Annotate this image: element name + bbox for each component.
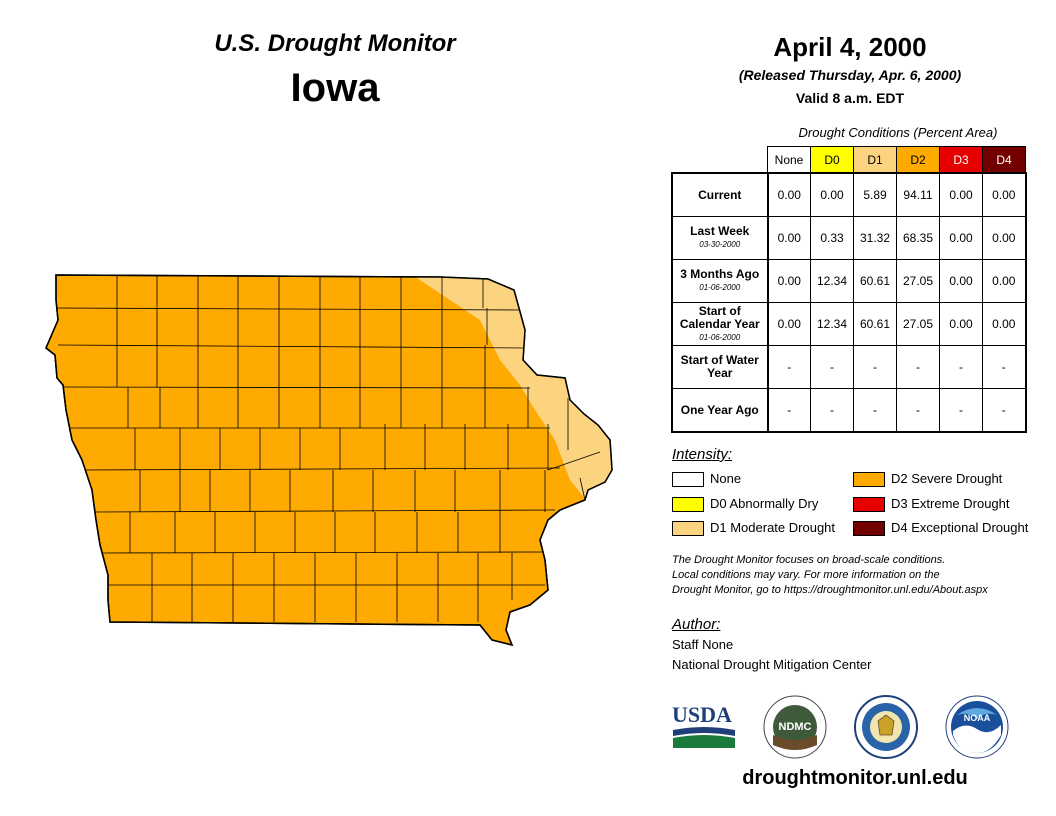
cell-value: 27.05 — [896, 259, 940, 303]
cell-value: - — [939, 388, 983, 433]
cell-value: - — [853, 345, 897, 389]
cell-value: 0.00 — [982, 216, 1027, 260]
col-header-d4: D4 — [982, 146, 1026, 174]
legend-swatch — [853, 472, 885, 488]
ndmc-logo: NDMC — [763, 695, 827, 759]
legend-swatch — [672, 497, 704, 513]
cell-value: 0.00 — [939, 172, 983, 217]
cell-value: 5.89 — [853, 172, 897, 217]
legend-item-d2: D2 Severe Drought — [853, 470, 1002, 488]
cell-value: 31.32 — [853, 216, 897, 260]
disclaimer: The Drought Monitor focuses on broad-sca… — [672, 554, 988, 596]
cell-value: 0.00 — [939, 302, 983, 346]
row-label: 3 Months Ago 01-06-2000 — [671, 259, 769, 303]
table-header-blank — [672, 147, 768, 174]
cell-value: 0.00 — [982, 259, 1027, 303]
svg-text:USDA: USDA — [672, 702, 732, 727]
legend-swatch — [672, 521, 704, 537]
author-name: Staff None — [672, 637, 734, 652]
row-label: Start of Water Year — [671, 345, 769, 389]
legend-title: Intensity: — [672, 446, 733, 463]
cell-value: 94.11 — [896, 172, 940, 217]
table-row-start-calendar-year: Start of Calendar Year 01-06-2000 0.00 12… — [671, 302, 1027, 346]
col-header-none: None — [767, 146, 811, 174]
table-header-row: None D0 D1 D2 D3 D4 — [672, 146, 1026, 174]
cell-value: 0.00 — [810, 172, 854, 217]
legend-item-d0: D0 Abnormally Dry — [672, 495, 818, 513]
row-label: Current — [671, 172, 769, 217]
cell-value: 60.61 — [853, 302, 897, 346]
author-title: Author: — [672, 616, 721, 633]
row-label: Last Week 03-30-2000 — [671, 216, 769, 260]
col-header-d1: D1 — [853, 146, 897, 174]
cell-value: 0.00 — [767, 302, 811, 346]
cell-value: 27.05 — [896, 302, 940, 346]
cell-value: 60.61 — [853, 259, 897, 303]
state-title: Iowa — [290, 66, 380, 110]
cell-value: - — [982, 345, 1027, 389]
website-link[interactable]: droughtmonitor.unl.edu — [742, 767, 968, 789]
col-header-d2: D2 — [896, 146, 940, 174]
col-header-d3: D3 — [939, 146, 983, 174]
legend-item-d4: D4 Exceptional Drought — [853, 519, 1028, 537]
legend-item-d3: D3 Extreme Drought — [853, 495, 1010, 513]
cell-value: 0.33 — [810, 216, 854, 260]
cell-value: 0.00 — [767, 172, 811, 217]
d2-severe-drought-area — [45, 274, 613, 647]
cell-value: 0.00 — [939, 216, 983, 260]
iowa-drought-map — [45, 274, 613, 647]
usda-logo: USDA — [672, 702, 735, 748]
legend-swatch — [853, 521, 885, 537]
table-row-one-year-ago: One Year Ago - - - - - - — [671, 388, 1027, 433]
release-date: (Released Thursday, Apr. 6, 2000) — [738, 67, 962, 83]
cell-value: - — [767, 388, 811, 433]
noaa-logo: NOAA — [945, 695, 1009, 759]
drought-stats-table: None D0 D1 D2 D3 D4 Current 0.00 0.00 5.… — [671, 146, 1027, 433]
legend-swatch — [853, 497, 885, 513]
author-org: National Drought Mitigation Center — [672, 657, 872, 672]
cell-value: - — [982, 388, 1027, 433]
row-label: Start of Calendar Year 01-06-2000 — [671, 302, 769, 346]
cell-value: - — [939, 345, 983, 389]
date-title: April 4, 2000 — [773, 32, 927, 62]
svg-text:NOAA: NOAA — [964, 713, 991, 723]
cell-value: 12.34 — [810, 259, 854, 303]
legend-item-d1: D1 Moderate Drought — [672, 519, 835, 537]
table-row-start-water-year: Start of Water Year - - - - - - — [671, 345, 1027, 389]
cell-value: - — [853, 388, 897, 433]
row-label: One Year Ago — [671, 388, 769, 433]
table-caption: Drought Conditions (Percent Area) — [798, 125, 998, 140]
legend-swatch — [672, 472, 704, 488]
cell-value: - — [896, 345, 940, 389]
commerce-dept-seal — [854, 695, 918, 759]
legend-item-none: None — [672, 470, 741, 488]
col-header-d0: D0 — [810, 146, 854, 174]
cell-value: 12.34 — [810, 302, 854, 346]
cell-value: - — [810, 388, 854, 433]
d1-moderate-drought-area — [405, 275, 612, 505]
cell-value: - — [810, 345, 854, 389]
table-row-current: Current 0.00 0.00 5.89 94.11 0.00 0.00 — [671, 172, 1027, 217]
cell-value: 0.00 — [767, 259, 811, 303]
main-title: U.S. Drought Monitor — [214, 30, 456, 57]
cell-value: 68.35 — [896, 216, 940, 260]
county-boundaries — [55, 275, 601, 622]
cell-value: - — [896, 388, 940, 433]
cell-value: - — [767, 345, 811, 389]
cell-value: 0.00 — [982, 172, 1027, 217]
cell-value: 0.00 — [939, 259, 983, 303]
cell-value: 0.00 — [767, 216, 811, 260]
cell-value: 0.00 — [982, 302, 1027, 346]
svg-text:NDMC: NDMC — [779, 721, 812, 733]
table-row-3-months-ago: 3 Months Ago 01-06-2000 0.00 12.34 60.61 … — [671, 259, 1027, 303]
valid-time: Valid 8 a.m. EDT — [795, 90, 905, 106]
table-row-last-week: Last Week 03-30-2000 0.00 0.33 31.32 68.3… — [671, 216, 1027, 260]
